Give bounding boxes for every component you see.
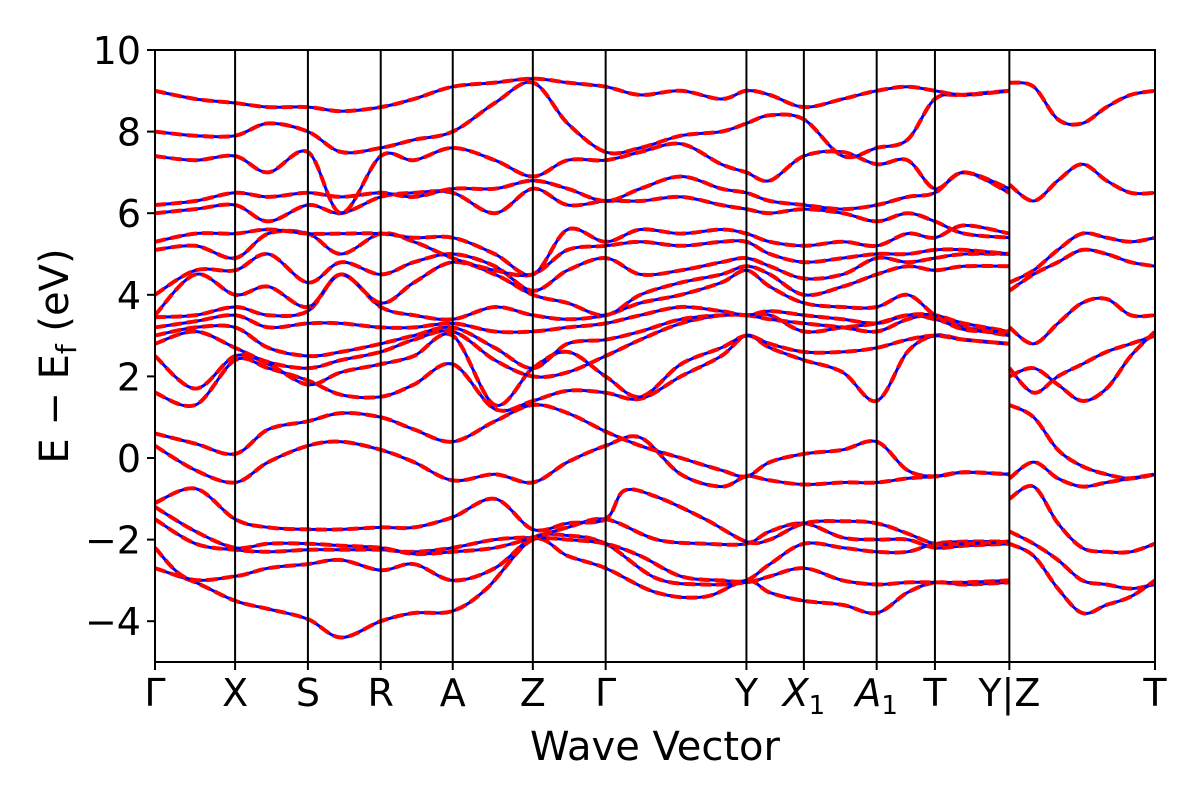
x-axis-label: Wave Vector [530, 724, 781, 770]
band-line-red [155, 505, 1010, 557]
band-line-blue [155, 505, 1010, 556]
x-axis-ticks: Γ X S R A Z Γ Y X1 A1 T Y|Z T [144, 662, 1167, 721]
x-tick-label: A1 [852, 671, 898, 721]
band-line-red [1008, 247, 1155, 293]
plot-frame [154, 49, 1156, 663]
x-tick-label: Γ [144, 671, 165, 715]
band-line-red [1008, 541, 1155, 616]
band-line-red [1008, 330, 1155, 403]
y-tick-label: 4 [117, 274, 141, 318]
band-lines [155, 76, 1155, 640]
band-line-blue [155, 332, 1010, 407]
y-axis-label: E − Ef (eV) [32, 248, 83, 463]
band-line-red [155, 532, 1010, 587]
band-line-red [1009, 80, 1155, 127]
y-axis-ticks: −4 −2 0 2 4 6 8 10 [85, 29, 155, 644]
band-line-red [155, 260, 1010, 318]
x-tick-label: A [440, 671, 466, 715]
band-line-red [1008, 403, 1155, 481]
band-line-blue [1009, 81, 1155, 127]
band-line-red [1007, 333, 1155, 395]
x-tick-label: T [1142, 671, 1167, 715]
x-tick-label: Γ [595, 671, 616, 715]
x-tick-label: S [296, 671, 320, 715]
band-line-red [155, 80, 1010, 160]
x-tick-label: Y|Z [977, 671, 1040, 716]
y-tick-label: 6 [117, 192, 141, 236]
band-line-red [1008, 529, 1155, 591]
x-tick-label: Y [734, 671, 759, 715]
band-line-red [1008, 231, 1155, 285]
x-tick-label: Z [520, 671, 546, 715]
y-tick-label: 8 [117, 111, 141, 155]
x-tick-label: R [368, 671, 394, 715]
band-line-blue [155, 223, 1010, 277]
band-line-blue [155, 403, 1010, 479]
y-tick-label: −4 [85, 600, 141, 644]
band-line-red [155, 76, 1010, 114]
y-tick-label: −2 [85, 519, 141, 563]
band-line-blue [1008, 296, 1155, 346]
band-line-red [1008, 162, 1155, 203]
x-tick-label: T [922, 671, 947, 715]
band-line-blue [1008, 162, 1155, 203]
y-tick-label: 0 [117, 437, 141, 481]
band-line-red [155, 228, 1010, 278]
band-line-blue [1008, 484, 1155, 555]
kpoint-separators [234, 50, 1011, 662]
x-tick-label: X1 [781, 671, 826, 721]
x-tick-label: X [222, 671, 248, 715]
band-line-red [1008, 460, 1155, 489]
band-line-red [155, 536, 1010, 640]
y-tick-label: 10 [93, 29, 141, 73]
y-tick-label: 2 [117, 355, 141, 399]
band-line-red [1008, 296, 1155, 346]
band-line-red [155, 402, 1010, 479]
band-line-red [155, 331, 1010, 408]
